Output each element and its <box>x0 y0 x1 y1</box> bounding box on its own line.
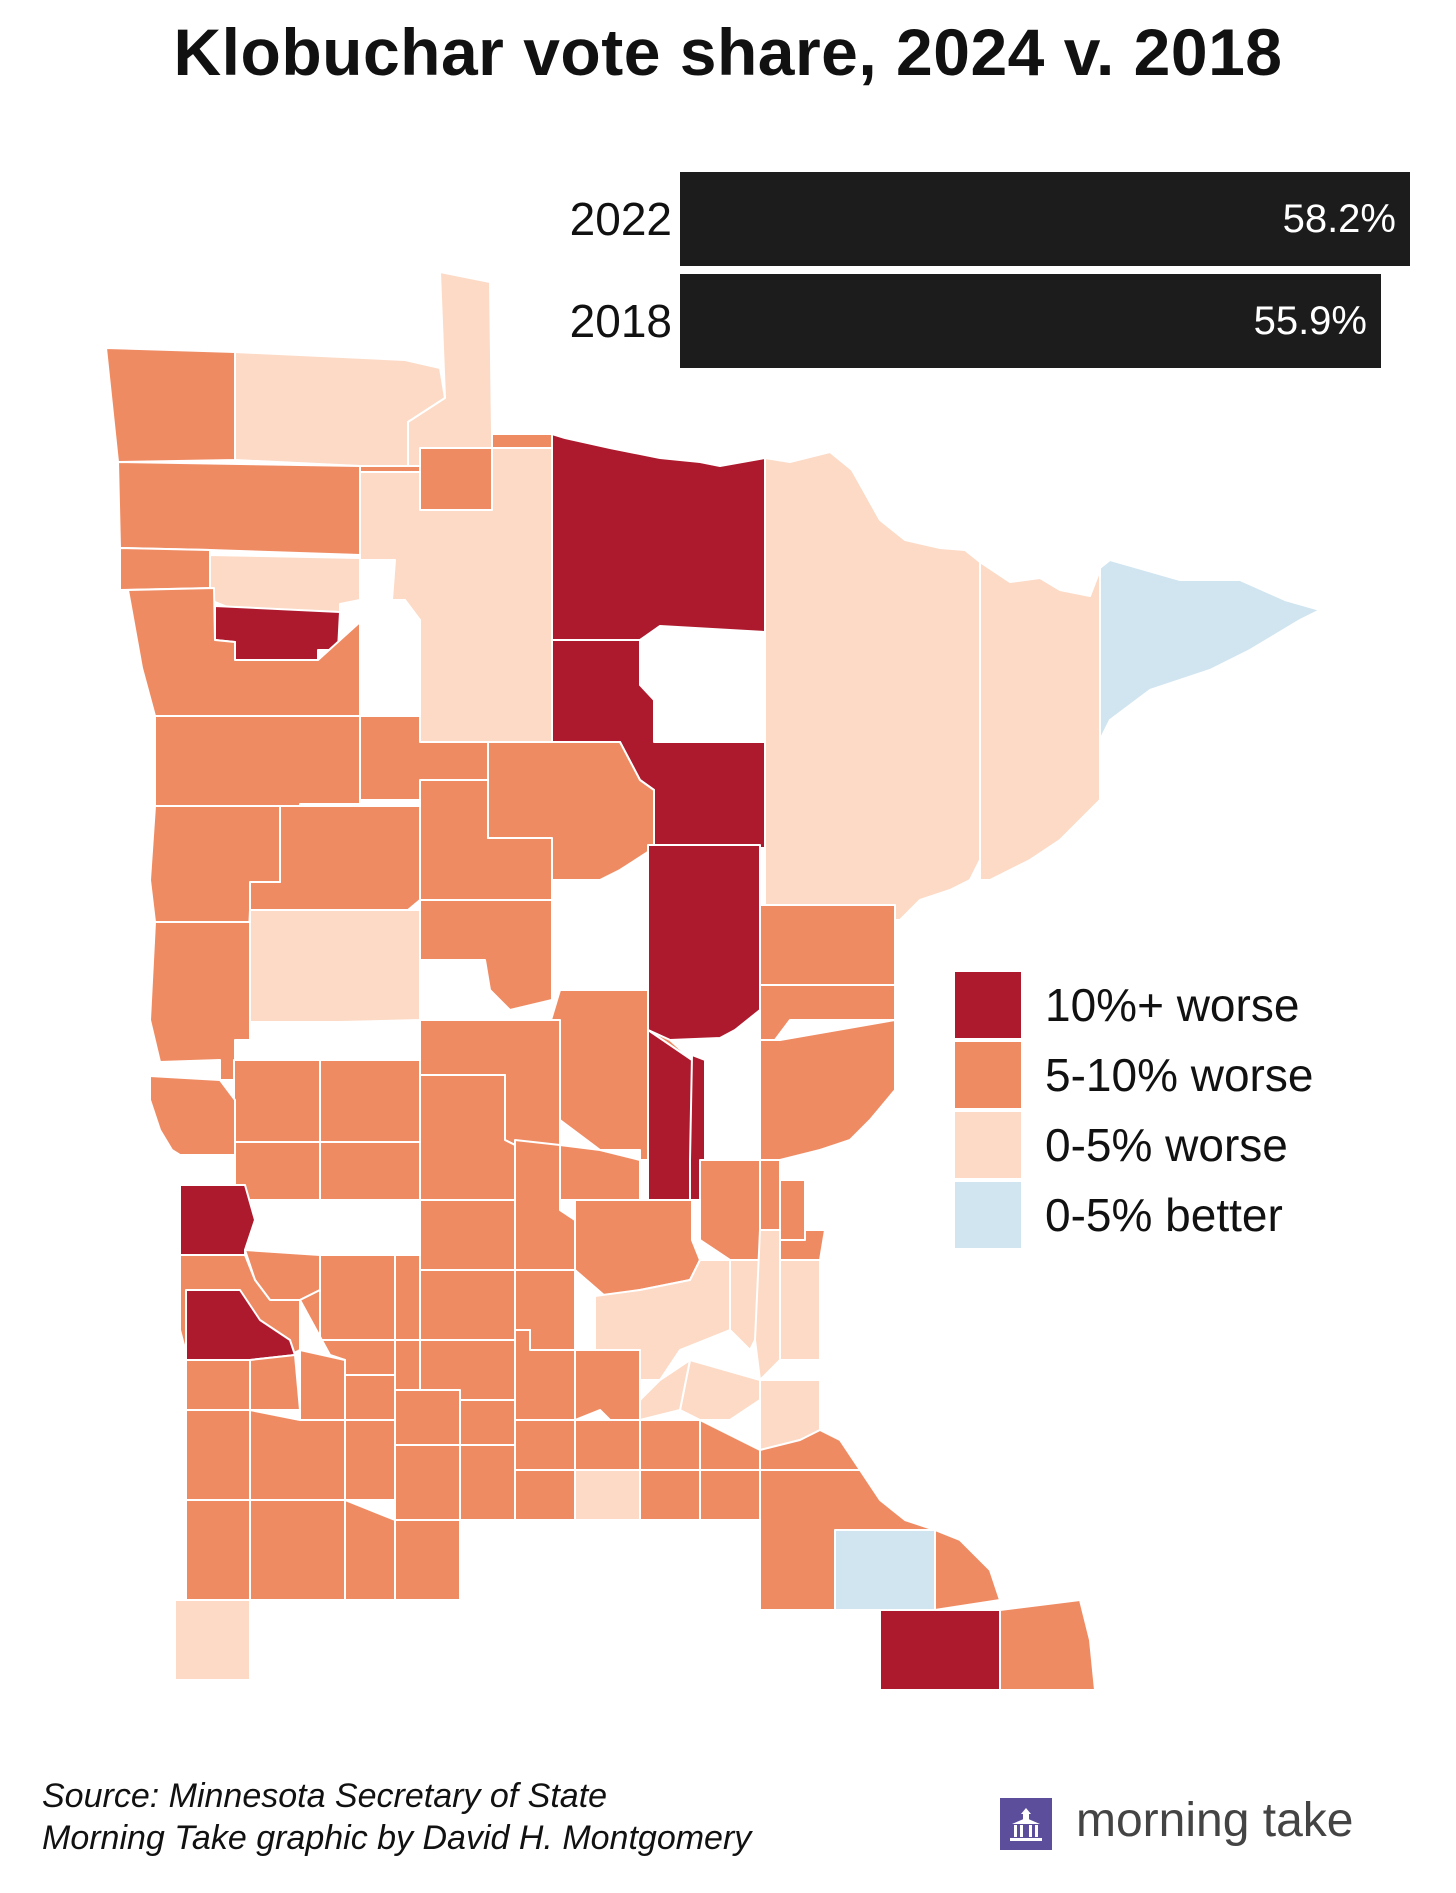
county-region <box>185 1409 251 1501</box>
county-region <box>934 1529 1001 1611</box>
brand-name: morning take <box>1076 1794 1354 1847</box>
legend-swatch <box>955 972 1021 1038</box>
county-region <box>299 1349 346 1421</box>
county-region <box>394 1444 461 1521</box>
legend-label: 5-10% worse <box>1045 1049 1314 1101</box>
county-region <box>319 1059 421 1143</box>
county-region <box>639 1469 701 1521</box>
county-region <box>344 1419 396 1501</box>
bar-year-label: 2018 <box>569 295 672 347</box>
county-region <box>394 1389 461 1446</box>
county-region <box>699 1419 761 1471</box>
county-region <box>639 1419 701 1471</box>
county-region <box>647 844 761 1041</box>
legend-label: 0-5% better <box>1045 1189 1283 1241</box>
county-region <box>551 433 766 641</box>
county-region <box>209 554 361 613</box>
legend-swatch <box>955 1042 1021 1108</box>
county-region <box>514 1469 576 1521</box>
county-region <box>639 1359 691 1421</box>
county-region <box>759 904 896 986</box>
county-region <box>759 1159 781 1231</box>
county-region <box>149 921 251 1081</box>
county-region <box>559 1144 641 1201</box>
county-region <box>574 1349 641 1431</box>
county-region <box>879 1609 1001 1691</box>
county-region <box>699 1469 761 1521</box>
county-region <box>174 1599 251 1681</box>
county-region <box>487 741 655 881</box>
footer-credits: Source: Minnesota Secretary of State Mor… <box>42 1775 751 1859</box>
bar-row-2018: 2018 55.9% <box>0 274 1456 368</box>
county-region <box>779 1179 806 1241</box>
county-region <box>117 461 361 556</box>
county-region <box>185 1499 251 1601</box>
county-region <box>779 1259 821 1361</box>
legend-label: 10%+ worse <box>1045 979 1300 1031</box>
bar-2018: 55.9% <box>680 274 1381 368</box>
bar-year-label: 2022 <box>569 193 672 245</box>
county-region <box>179 1184 256 1256</box>
county-region <box>249 1354 301 1411</box>
page-title: Klobuchar vote share, 2024 v. 2018 <box>173 15 1283 89</box>
county-region <box>1099 559 1341 741</box>
county-region <box>679 1359 761 1421</box>
county-region <box>979 561 1101 881</box>
county-region <box>105 347 236 463</box>
credit-note: Morning Take graphic by David H. Montgom… <box>42 1819 752 1857</box>
county-region <box>249 909 421 1023</box>
bar-row-2022: 2022 58.2% <box>0 172 1456 266</box>
county-region <box>394 1254 421 1341</box>
county-region <box>149 805 281 923</box>
county-region <box>759 1019 896 1161</box>
county-region <box>149 1075 236 1156</box>
county-region <box>154 715 361 813</box>
legend-swatch <box>955 1112 1021 1178</box>
county-region <box>419 899 553 1011</box>
county-region <box>394 1339 421 1391</box>
county-region <box>344 1374 396 1421</box>
county-region <box>127 587 361 717</box>
county-region <box>249 1409 346 1501</box>
legend-label: 0-5% worse <box>1045 1119 1288 1171</box>
county-region <box>394 1519 461 1601</box>
county-region <box>999 1599 1096 1691</box>
county-region <box>754 1229 781 1381</box>
county-region <box>419 1269 516 1341</box>
county-region <box>459 1399 516 1446</box>
county-region <box>419 1074 516 1201</box>
capitol-building-icon <box>1000 1798 1052 1850</box>
bar-value-label: 55.9% <box>1253 299 1367 343</box>
vote-share-bars: 2022 58.2% 2018 55.9% <box>0 172 1456 372</box>
county-region <box>419 1199 516 1271</box>
county-region <box>764 451 981 921</box>
bar-2022: 58.2% <box>680 172 1410 266</box>
bar-value-label: 58.2% <box>1282 197 1396 241</box>
county-region <box>459 1444 516 1521</box>
county-region <box>574 1419 641 1471</box>
county-region <box>319 1141 421 1201</box>
county-region <box>834 1529 936 1611</box>
source-note: Source: Minnesota Secretary of State <box>42 1777 608 1815</box>
county-region <box>249 1499 346 1601</box>
county-region <box>233 1059 321 1143</box>
legend-swatch <box>955 1182 1021 1248</box>
county-region <box>185 1359 251 1411</box>
county-region <box>319 1254 396 1341</box>
county-region <box>514 1419 576 1471</box>
county-region <box>574 1469 641 1521</box>
county-region <box>344 1499 396 1601</box>
